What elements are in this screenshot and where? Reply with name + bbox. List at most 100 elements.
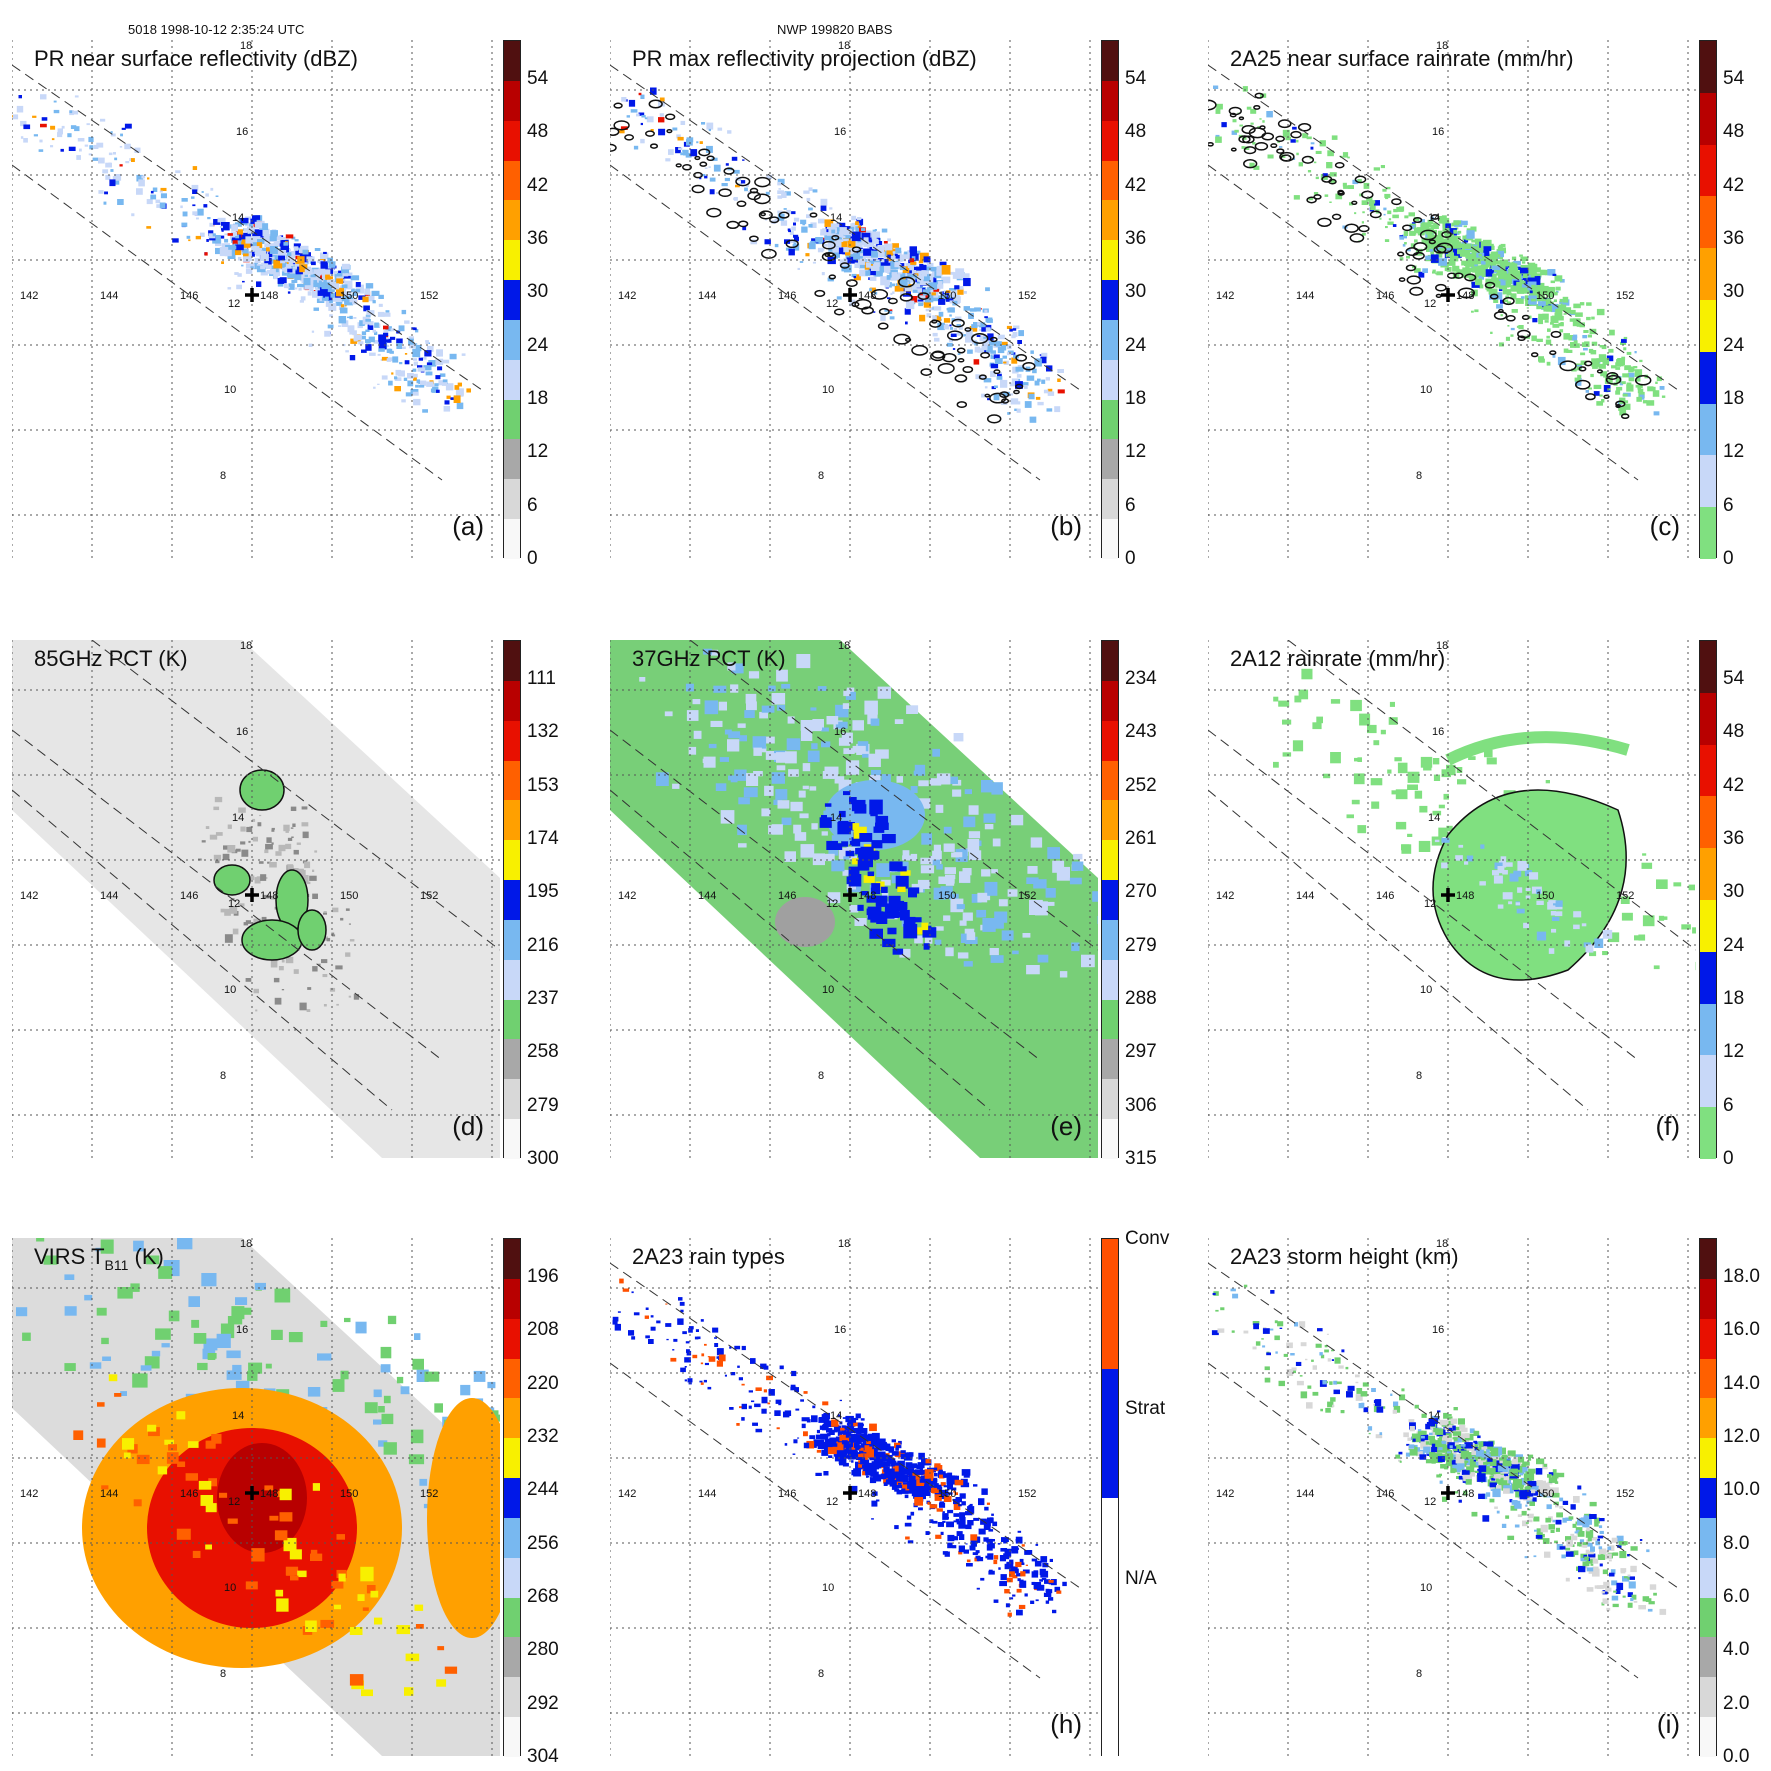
pixel xyxy=(1529,265,1537,272)
colorbar-segment xyxy=(504,1079,520,1120)
pixel xyxy=(1571,1535,1578,1541)
colorbar-label: 36 xyxy=(1723,228,1745,249)
contour xyxy=(956,347,966,354)
pixel xyxy=(930,266,937,272)
pixel xyxy=(846,846,858,854)
pixel xyxy=(861,232,871,242)
colorbar xyxy=(503,1238,521,1757)
pixel xyxy=(866,1449,874,1458)
pixel xyxy=(685,152,692,158)
pixel xyxy=(114,174,122,181)
pixel xyxy=(1588,387,1592,390)
pixel xyxy=(628,1330,635,1336)
lon-label: 146 xyxy=(180,1488,199,1500)
pixel xyxy=(876,251,885,258)
pixel xyxy=(1510,334,1514,337)
pixel xyxy=(897,866,907,872)
pixel xyxy=(155,1328,171,1340)
pixel xyxy=(1399,236,1404,240)
pixel xyxy=(1465,264,1470,270)
lat-label: 18 xyxy=(1436,40,1449,52)
pixel xyxy=(276,1598,289,1612)
pixel xyxy=(908,1463,918,1469)
pixel xyxy=(1536,889,1541,895)
colorbar-segment xyxy=(504,760,520,801)
pr-swath-edge xyxy=(91,640,500,951)
pixel xyxy=(381,356,388,361)
colorbar-segment xyxy=(1700,248,1716,300)
pixel xyxy=(745,693,757,704)
pixel xyxy=(1623,336,1628,339)
pixel xyxy=(295,262,299,264)
lon-label: 146 xyxy=(180,290,199,302)
pixel xyxy=(365,318,371,322)
pixel xyxy=(788,230,791,233)
pixel xyxy=(801,226,808,233)
pixel xyxy=(256,242,263,248)
pixel xyxy=(1538,356,1544,362)
pixel xyxy=(984,316,988,319)
pixel xyxy=(1031,1581,1036,1585)
pixel xyxy=(903,916,916,926)
pixel xyxy=(1537,301,1546,306)
pixel xyxy=(437,1646,445,1651)
pixel xyxy=(1533,273,1538,277)
pixel xyxy=(906,1455,913,1459)
pixel xyxy=(50,145,54,148)
pixel xyxy=(446,395,451,399)
pixel xyxy=(1292,740,1304,752)
pixel xyxy=(1626,351,1632,355)
contour xyxy=(1254,92,1264,99)
pixel xyxy=(1360,1391,1368,1397)
pixel xyxy=(298,288,302,291)
pixel xyxy=(888,895,901,908)
pixel xyxy=(873,311,876,313)
pixel xyxy=(1503,280,1511,288)
pixel xyxy=(849,840,856,845)
lon-label: 146 xyxy=(778,290,797,302)
pixel xyxy=(956,1531,963,1536)
contour xyxy=(1349,233,1365,243)
pixel xyxy=(786,209,791,215)
pixel xyxy=(906,1471,914,1478)
pixel xyxy=(894,286,904,292)
pixel xyxy=(1480,844,1485,849)
pixel xyxy=(1573,303,1581,309)
pixel xyxy=(929,1504,938,1509)
contour xyxy=(726,220,740,230)
pixel xyxy=(285,829,289,833)
pixel xyxy=(1357,757,1362,762)
pixel xyxy=(869,799,883,815)
warm-region xyxy=(775,897,835,947)
pixel xyxy=(355,289,361,293)
pixel xyxy=(1279,1327,1283,1329)
pixel xyxy=(1467,254,1473,260)
pixel xyxy=(1299,1375,1303,1377)
pixel xyxy=(313,282,320,287)
pixel xyxy=(286,286,290,289)
pixel xyxy=(923,256,931,263)
pixel xyxy=(1056,1590,1062,1594)
pixel xyxy=(121,127,126,130)
pixel xyxy=(1477,265,1483,269)
pixel xyxy=(815,237,824,243)
pixel xyxy=(401,309,407,315)
pixel xyxy=(709,177,716,182)
pixel xyxy=(317,1353,332,1361)
pixel xyxy=(977,892,988,903)
pixel xyxy=(1581,923,1587,927)
pixel xyxy=(278,966,284,971)
pixel xyxy=(254,221,263,229)
pixel xyxy=(320,261,328,269)
pixel xyxy=(897,1460,905,1466)
lon-label: 150 xyxy=(938,1488,957,1500)
pixel xyxy=(1382,1406,1386,1409)
pixel xyxy=(281,262,287,270)
pixel xyxy=(1327,1401,1334,1408)
pixel xyxy=(1636,396,1642,402)
pixel xyxy=(808,242,816,250)
pixel xyxy=(388,357,395,362)
pixel xyxy=(1296,1380,1304,1386)
pixel xyxy=(16,105,24,113)
pixel xyxy=(309,288,314,292)
